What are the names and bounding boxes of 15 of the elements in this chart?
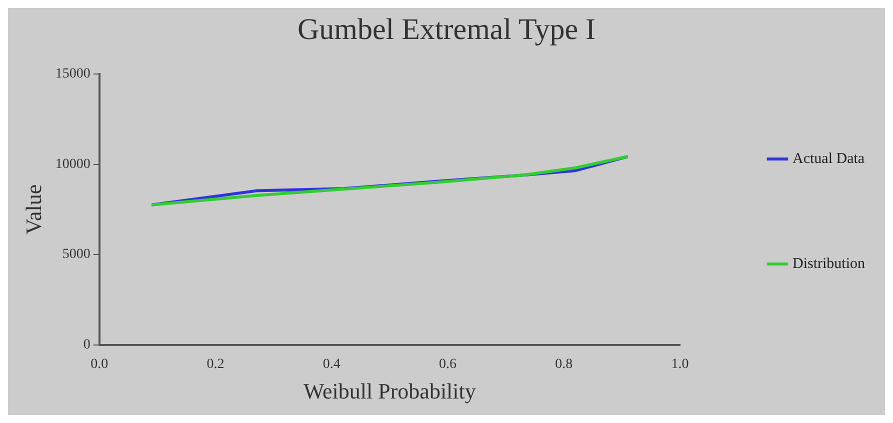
x-tick-label: 0.2: [206, 356, 224, 372]
x-tick-label: 1.0: [671, 356, 689, 372]
y-tick-label: 0: [83, 337, 90, 352]
y-tick-label: 15000: [55, 66, 90, 82]
legend-label: Actual Data: [792, 150, 865, 167]
legend-label: Distribution: [792, 256, 866, 272]
x-tick-label: 0.8: [555, 356, 573, 372]
x-tick-label: 0.0: [90, 356, 108, 372]
chart-title: Gumbel Extremal Type I: [297, 12, 596, 46]
x-tick-label: 0.6: [439, 356, 457, 372]
x-tick-label: 0.4: [322, 356, 340, 372]
y-tick-label: 10000: [55, 156, 90, 172]
y-axis-title: Value: [20, 184, 46, 234]
y-tick-label: 5000: [62, 247, 90, 262]
x-axis-title: Weibull Probability: [304, 378, 476, 404]
